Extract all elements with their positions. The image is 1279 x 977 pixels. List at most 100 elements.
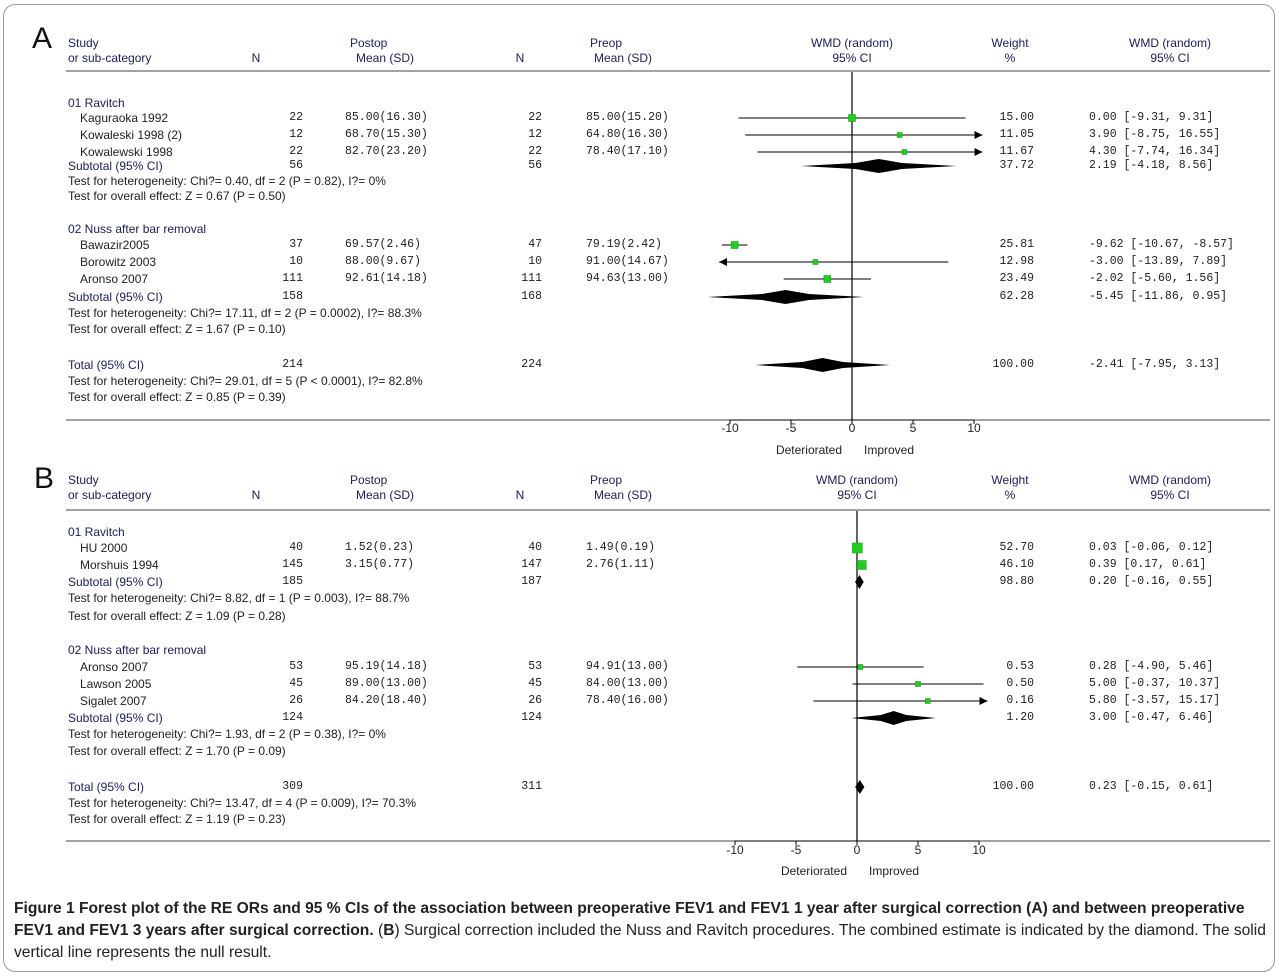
- n-preop: 22: [528, 111, 542, 124]
- subtotal-weight: 1.20: [1006, 711, 1034, 724]
- study-point-box: [812, 259, 819, 265]
- postop-mean-sd: 84.20(18.40): [345, 694, 428, 707]
- n-postop: 53: [289, 660, 303, 673]
- n-postop: 26: [289, 694, 303, 707]
- weight-value: 15.00: [999, 111, 1034, 124]
- subtotal-n-preop: 56: [528, 159, 542, 172]
- postop-mean-sd: 89.00(13.00): [345, 677, 428, 690]
- header-wmd-ci: 95% CI: [837, 488, 877, 502]
- subtotal-n-postop: 124: [282, 711, 303, 724]
- direction-right-label: Improved: [869, 864, 920, 878]
- header-n-pre: N: [515, 488, 525, 502]
- subtotal-n-preop: 168: [521, 290, 542, 303]
- n-postop: 37: [289, 238, 303, 251]
- postop-mean-sd: 95.19(14.18): [345, 660, 428, 673]
- x-tick-label: 0: [848, 421, 856, 435]
- postop-mean-sd: 68.70(15.30): [345, 128, 428, 141]
- header-weight: Weight: [991, 36, 1029, 50]
- n-preop: 10: [528, 255, 542, 268]
- total-heterogeneity-test: Test for heterogeneity: Chi?= 13.47, df …: [68, 796, 417, 810]
- total-overall-effect-test: Test for overall effect: Z = 1.19 (P = 0…: [68, 812, 286, 826]
- n-postop: 22: [289, 145, 303, 158]
- wmd-ci-value: 3.90 [-8.75, 16.55]: [1089, 128, 1221, 141]
- pooled-diamond: [855, 780, 865, 794]
- study-point-box: [730, 241, 739, 249]
- n-postop: 111: [282, 272, 303, 285]
- panel-letter: A: [32, 22, 53, 55]
- group-label: 01 Ravitch: [68, 525, 125, 539]
- weight-value: 23.49: [999, 272, 1034, 285]
- header-wmd-ci-right: 95% CI: [1150, 488, 1190, 502]
- postop-mean-sd: 92.61(14.18): [345, 272, 428, 285]
- x-tick-label: 10: [967, 421, 981, 435]
- header-wmd-random-right: WMD (random): [1128, 36, 1212, 50]
- study-name: Sigalet 2007: [80, 694, 147, 708]
- header-subcategory: or sub-category: [68, 51, 152, 65]
- header-postop-mean: Mean (SD): [356, 51, 415, 65]
- header-preop-mean: Mean (SD): [594, 488, 653, 502]
- x-tick-label: 10: [972, 843, 986, 857]
- n-postop: 40: [289, 541, 303, 554]
- header-n-pre: N: [515, 51, 525, 65]
- panel-letter: B: [34, 462, 55, 495]
- study-point-box: [823, 275, 832, 283]
- total-overall-effect-test: Test for overall effect: Z = 0.85 (P = 0…: [68, 390, 286, 404]
- x-tick-label: 5: [909, 421, 917, 435]
- subtotal-n-preop: 124: [521, 711, 542, 724]
- ci-arrow-right: [979, 697, 988, 705]
- preop-mean-sd: 94.91(13.00): [586, 660, 669, 673]
- postop-mean-sd: 82.70(23.20): [345, 145, 428, 158]
- group-label: 01 Ravitch: [68, 96, 125, 110]
- total-n-postop: 309: [282, 780, 303, 793]
- header-weight: Weight: [991, 473, 1029, 487]
- n-preop: 12: [528, 128, 542, 141]
- header-preop: Preop: [590, 473, 623, 487]
- n-preop: 45: [528, 677, 542, 690]
- caption-rest: ) Surgical correction included the Nuss …: [14, 922, 1266, 961]
- study-name: HU 2000: [80, 541, 128, 555]
- n-preop: 53: [528, 660, 542, 673]
- header-weight-pct: %: [1004, 488, 1016, 502]
- total-ci: -2.41 [-7.95, 3.13]: [1089, 358, 1221, 371]
- subtotal-n-postop: 185: [282, 575, 303, 588]
- total-n-preop: 224: [521, 358, 542, 371]
- weight-value: 12.98: [999, 255, 1034, 268]
- postop-mean-sd: 85.00(16.30): [345, 111, 428, 124]
- total-weight: 100.00: [992, 780, 1034, 793]
- pooled-diamond: [851, 711, 936, 725]
- overall-effect-test: Test for overall effect: Z = 1.09 (P = 0…: [68, 609, 286, 623]
- preop-mean-sd: 94.63(13.00): [586, 272, 669, 285]
- postop-mean-sd: 69.57(2.46): [345, 238, 421, 251]
- weight-value: 11.67: [999, 145, 1034, 158]
- forest-panel-b: B Study or sub-category N Postop Mean (SD) N Pr…: [0, 0, 1279, 878]
- caption-label: Figure 1: [14, 900, 75, 917]
- pooled-diamond: [855, 575, 864, 589]
- header-postop: Postop: [350, 473, 388, 487]
- header-wmd-ci: 95% CI: [832, 51, 872, 65]
- total-label: Total (95% CI): [68, 358, 145, 372]
- study-name: Lawson 2005: [80, 677, 152, 691]
- study-name: Kowalewski 1998: [80, 145, 173, 159]
- caption-b-letter: B: [383, 922, 395, 939]
- n-preop: 47: [528, 238, 542, 251]
- caption-b-open: (: [378, 922, 384, 939]
- weight-value: 52.70: [999, 541, 1034, 554]
- study-point-box: [901, 149, 908, 155]
- preop-mean-sd: 64.80(16.30): [586, 128, 669, 141]
- weight-value: 11.05: [999, 128, 1034, 141]
- weight-value: 0.53: [1006, 660, 1034, 673]
- header-wmd-ci-right: 95% CI: [1150, 51, 1190, 65]
- study-point-box: [852, 542, 863, 554]
- preop-mean-sd: 78.40(17.10): [586, 145, 669, 158]
- header-wmd-random: WMD (random): [810, 36, 894, 50]
- study-name: Bawazir2005: [80, 238, 150, 252]
- study-point-box: [857, 664, 864, 670]
- subtotal-label: Subtotal (95% CI): [68, 290, 163, 304]
- figure-caption: Figure 1 Forest plot of the RE ORs and 9…: [14, 898, 1269, 964]
- weight-value: 25.81: [999, 238, 1034, 251]
- postop-mean-sd: 88.00(9.67): [345, 255, 421, 268]
- n-postop: 12: [289, 128, 303, 141]
- n-preop: 22: [528, 145, 542, 158]
- header-subcategory: or sub-category: [68, 488, 152, 502]
